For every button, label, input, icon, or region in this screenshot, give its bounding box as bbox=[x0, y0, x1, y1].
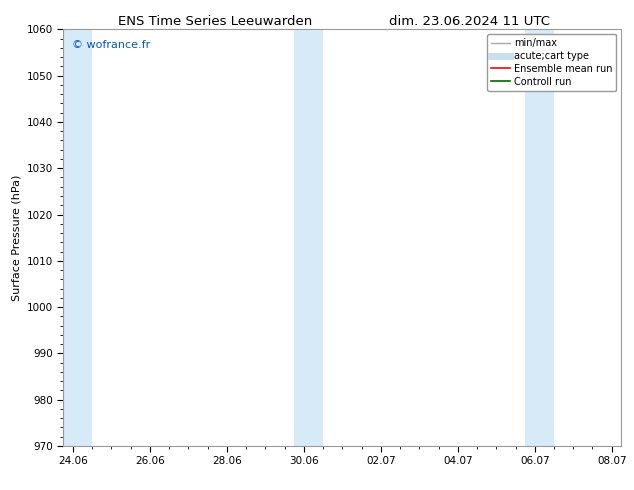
Bar bbox=[294, 29, 323, 446]
Bar bbox=[525, 29, 554, 446]
Text: dim. 23.06.2024 11 UTC: dim. 23.06.2024 11 UTC bbox=[389, 15, 550, 28]
Legend: min/max, acute;cart type, Ensemble mean run, Controll run: min/max, acute;cart type, Ensemble mean … bbox=[487, 34, 616, 91]
Bar bbox=[63, 29, 93, 446]
Text: ENS Time Series Leeuwarden: ENS Time Series Leeuwarden bbox=[119, 15, 313, 28]
Y-axis label: Surface Pressure (hPa): Surface Pressure (hPa) bbox=[11, 174, 21, 301]
Text: © wofrance.fr: © wofrance.fr bbox=[72, 40, 150, 50]
